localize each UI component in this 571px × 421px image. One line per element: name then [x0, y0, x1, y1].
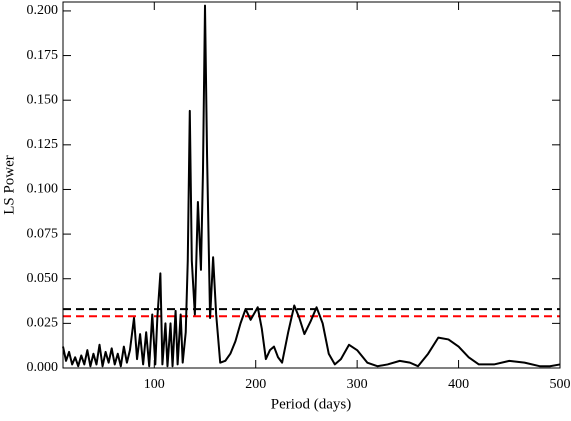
- x-tick-label: 200: [245, 377, 266, 392]
- y-tick-label: 0.025: [27, 316, 59, 331]
- y-axis-label: LS Power: [1, 155, 17, 215]
- y-tick-label: 0.125: [27, 137, 59, 152]
- y-tick-label: 0.100: [27, 182, 59, 197]
- x-tick-label: 300: [347, 377, 368, 392]
- y-tick-label: 0.175: [27, 48, 59, 63]
- y-tick-label: 0.000: [27, 360, 59, 375]
- periodogram-line: [62, 4, 561, 368]
- x-tick-label: 500: [550, 377, 571, 392]
- plot-frame: [62, 1, 561, 369]
- x-tick-label: 100: [144, 377, 165, 392]
- x-tick-label: 400: [448, 377, 469, 392]
- y-tick-label: 0.150: [27, 92, 59, 107]
- y-tick-label: 0.075: [27, 226, 59, 241]
- y-tick-label: 0.200: [27, 3, 59, 18]
- x-axis-label: Period (days): [271, 396, 351, 412]
- y-tick-label: 0.050: [27, 271, 59, 286]
